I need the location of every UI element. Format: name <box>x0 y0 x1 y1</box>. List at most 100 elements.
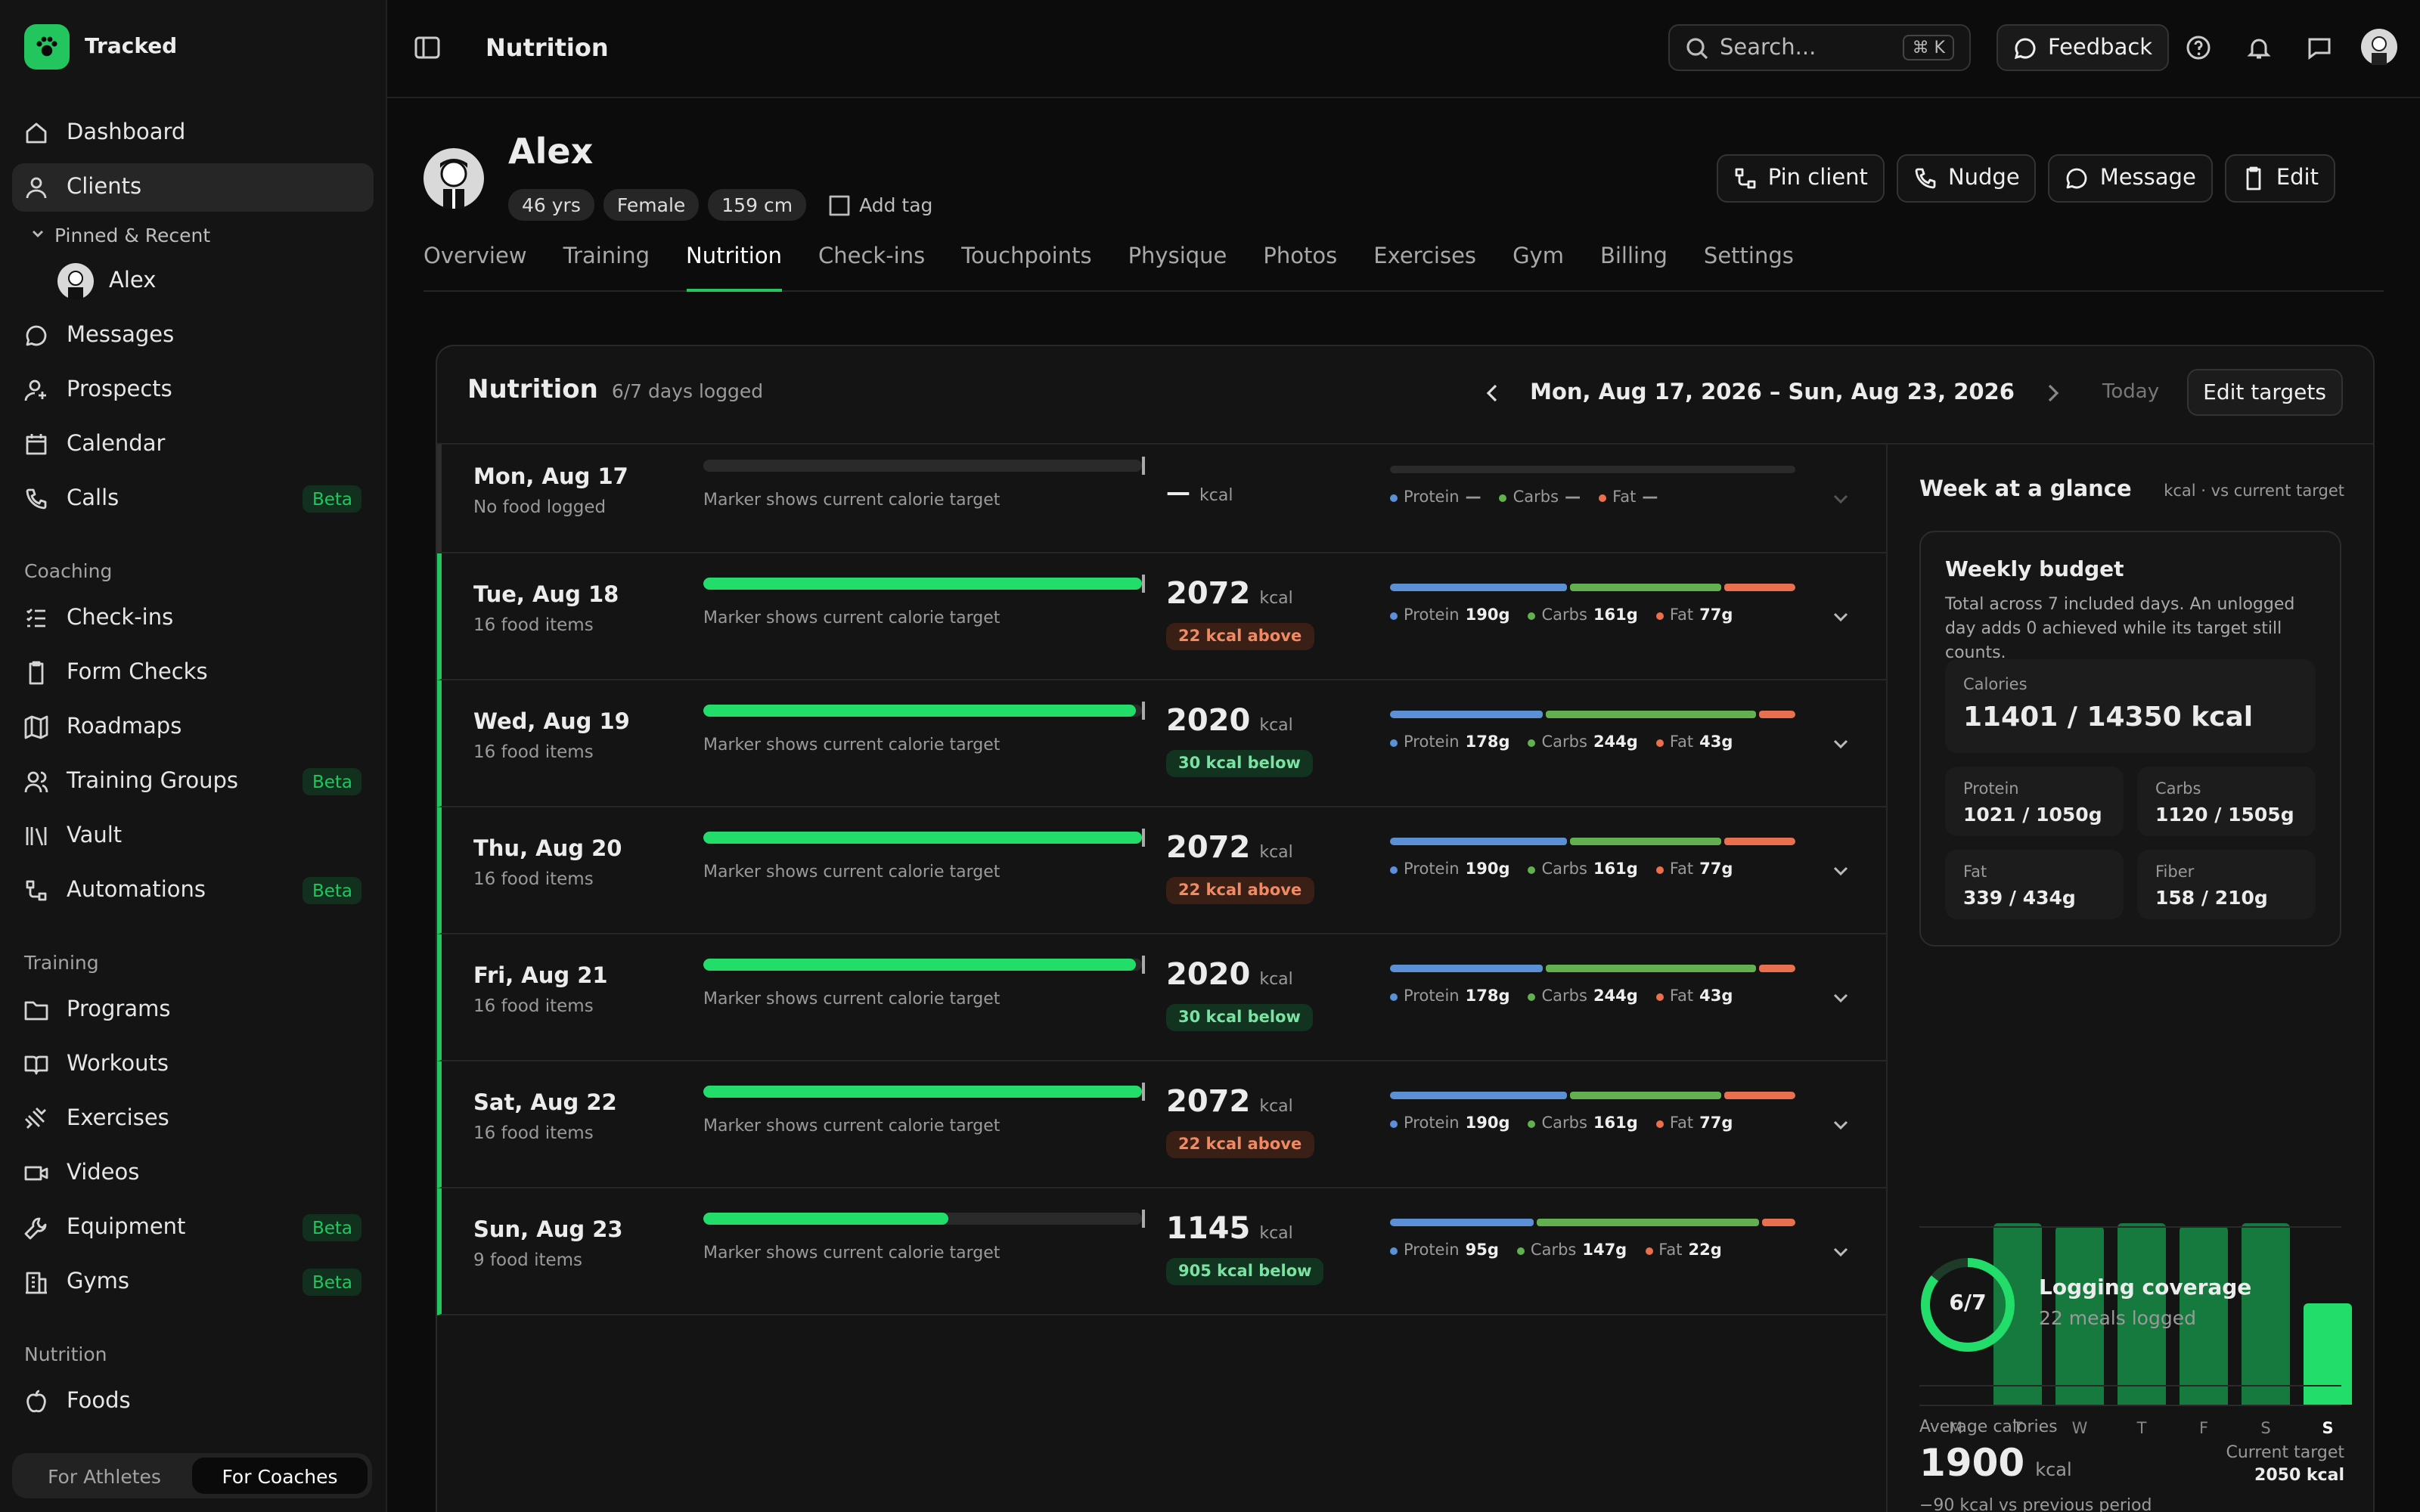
client-tab[interactable]: Physique <box>1128 245 1227 269</box>
nav-item[interactable]: Vault <box>12 809 374 863</box>
nav-item[interactable]: Workouts <box>12 1037 374 1092</box>
expand-chevron[interactable] <box>1832 1243 1850 1261</box>
feedback-label: Feedback <box>2048 36 2153 60</box>
day-row[interactable]: Tue, Aug 18 16 food items Marker shows cur… <box>437 553 1886 680</box>
nav-item[interactable]: Dashboard <box>12 106 374 160</box>
icon <box>26 1272 47 1294</box>
edit-targets-button[interactable]: Edit targets <box>2186 369 2343 416</box>
nav-item[interactable]: Equipment Beta <box>12 1201 374 1255</box>
expand-chevron[interactable] <box>1832 490 1850 508</box>
macro-amount: 147g <box>1582 1241 1627 1259</box>
client-action-button[interactable]: Nudge <box>1896 154 2037 203</box>
day-row[interactable]: Sat, Aug 22 16 food items Marker shows cur… <box>437 1061 1886 1188</box>
client-tab[interactable]: Exercises <box>1373 245 1477 269</box>
macro-segment <box>1570 1092 1721 1099</box>
client-action-button[interactable]: Edit <box>2224 154 2335 203</box>
client-tab[interactable]: Training <box>563 245 650 269</box>
client-actions: Pin client Nudge Message Edit <box>1716 154 2335 203</box>
audience-option[interactable]: For Coaches <box>192 1458 368 1494</box>
calorie-unit: kcal <box>1259 1096 1293 1116</box>
nav-item[interactable]: Clients <box>12 163 374 212</box>
nav-item[interactable]: Calls Beta <box>12 472 374 526</box>
nav-item[interactable]: Training Groups Beta <box>12 754 374 809</box>
divider <box>1919 1385 2341 1387</box>
client-tab[interactable]: Settings <box>1703 245 1794 269</box>
average-unit: kcal <box>2035 1459 2072 1480</box>
icon-shape <box>29 661 44 685</box>
client-action-button[interactable]: Message <box>2048 154 2213 203</box>
nav-label: Exercises <box>67 1107 169 1131</box>
nav-label: Calendar <box>67 432 166 457</box>
nav-item[interactable]: Form Checks <box>12 646 374 700</box>
average-delta: −90 kcal vs previous period <box>1919 1495 2152 1512</box>
day-calories: — kcal <box>1166 478 1233 507</box>
week-day-letter: W <box>2071 1420 2088 1438</box>
nav-item[interactable]: Check-ins <box>12 591 374 646</box>
search-box[interactable]: Search... ⌘ K <box>1668 24 1971 71</box>
day-date: Tue, Aug 18 <box>473 584 619 608</box>
calorie-unit: kcal <box>1259 969 1293 989</box>
nav-item[interactable]: Prospects <box>12 363 374 417</box>
client-tab[interactable]: Photos <box>1263 245 1338 269</box>
macro-segment <box>1390 1092 1568 1099</box>
client-tab[interactable]: Check-ins <box>818 245 926 269</box>
expand-chevron[interactable] <box>1832 735 1850 753</box>
day-row[interactable]: Fri, Aug 21 16 food items Marker shows cur… <box>437 934 1886 1061</box>
client-tab[interactable]: Gym <box>1512 245 1564 269</box>
add-tag[interactable]: Add tag <box>827 193 932 217</box>
expand-chevron[interactable] <box>1832 989 1850 1007</box>
week-bar <box>2055 1225 2104 1405</box>
expand-chevron[interactable] <box>1832 1116 1850 1134</box>
macro-amount: 178g <box>1465 733 1510 751</box>
macro-segment <box>1390 711 1544 718</box>
feedback-button[interactable]: Feedback <box>1996 24 2170 71</box>
macro-segment <box>1537 1219 1759 1226</box>
macro-segment <box>1390 584 1568 591</box>
audience-option[interactable]: For Athletes <box>48 1464 161 1487</box>
nav-item[interactable]: Foods <box>12 1374 374 1429</box>
nav-item[interactable]: Automations Beta <box>12 863 374 918</box>
macro-legend: Protein 190g Carbs 161g Fat 77g <box>1390 860 1733 878</box>
prev-week[interactable] <box>1481 382 1503 403</box>
pinned-heading[interactable]: Pinned & Recent <box>12 215 374 254</box>
sidebar-toggle[interactable] <box>414 35 440 60</box>
expand-chevron[interactable] <box>1832 608 1850 626</box>
day-row[interactable]: Thu, Aug 20 16 food items Marker shows cur… <box>437 807 1886 934</box>
client-tab[interactable]: Nutrition <box>686 245 782 292</box>
macro-legend: Protein 95g Carbs 147g Fat 22g <box>1390 1241 1722 1259</box>
macro-name: Carbs <box>1541 860 1587 878</box>
macro-dot <box>1528 739 1536 746</box>
icon-shape <box>26 122 47 144</box>
calorie-value: — <box>1166 478 1190 507</box>
day-row[interactable]: Mon, Aug 17 No food logged Marker shows cu… <box>437 445 1886 553</box>
today-button[interactable]: Today <box>2102 381 2160 404</box>
user-avatar[interactable] <box>2361 29 2397 65</box>
nav-label: Messages <box>67 324 175 348</box>
client-tab[interactable]: Billing <box>1599 245 1668 269</box>
nav-item[interactable]: Calendar <box>12 417 374 472</box>
nav-item[interactable]: Roadmaps <box>12 700 374 754</box>
nav-item[interactable]: Videos <box>12 1146 374 1201</box>
target-delta-badge: 22 kcal above <box>1166 877 1314 904</box>
help-icon[interactable] <box>2186 35 2211 60</box>
next-week[interactable] <box>2042 382 2063 403</box>
day-row[interactable]: Sun, Aug 23 9 food items Marker shows curr… <box>437 1188 1886 1315</box>
client-tags: 46 yrs Female 159 cm Add tag <box>508 189 932 221</box>
day-row[interactable]: Wed, Aug 19 16 food items Marker shows cur… <box>437 680 1886 807</box>
icon <box>24 1166 48 1181</box>
brand[interactable]: Tracked <box>24 24 177 70</box>
nav-item[interactable]: Programs <box>12 983 374 1037</box>
client-tab[interactable]: Overview <box>424 245 527 269</box>
stat-box: Fat 339 / 434g <box>1945 850 2124 919</box>
calorie-unit: kcal <box>1259 842 1293 862</box>
messages-icon[interactable] <box>2307 35 2332 60</box>
notifications-icon[interactable] <box>2246 35 2272 60</box>
nav-item[interactable]: Exercises <box>12 1092 374 1146</box>
client-action-button[interactable]: Pin client <box>1716 154 1885 203</box>
client-tab[interactable]: Touchpoints <box>961 245 1092 269</box>
pinned-client[interactable]: Alex <box>12 254 374 308</box>
nav-item[interactable]: Gyms Beta <box>12 1255 374 1309</box>
icon <box>24 1217 47 1240</box>
nav-item[interactable]: Messages <box>12 308 374 363</box>
expand-chevron[interactable] <box>1832 862 1850 880</box>
